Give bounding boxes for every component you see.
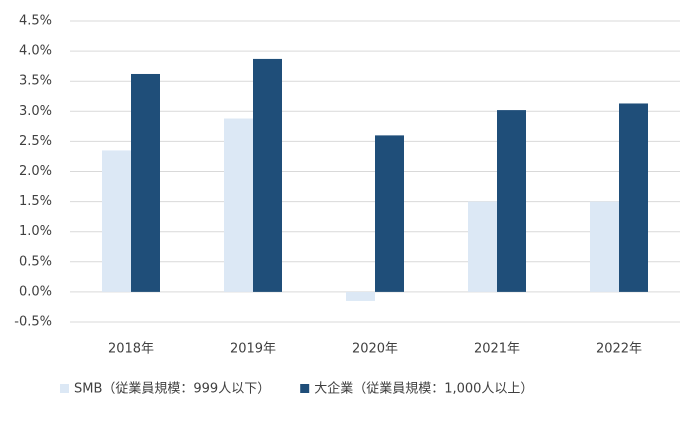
- bar: [590, 201, 619, 292]
- legend-swatch: [300, 384, 310, 393]
- legend-label: 大企業（従業員規模：1,000人以上）: [314, 381, 533, 397]
- y-tick-label: 2.5%: [19, 134, 52, 149]
- y-tick-label: 1.0%: [19, 224, 52, 239]
- y-tick-label: 0.5%: [19, 254, 52, 269]
- bar: [619, 103, 648, 292]
- bar: [224, 118, 253, 292]
- legend-swatch: [60, 384, 69, 393]
- x-tick-label: 2018年: [108, 342, 154, 357]
- bar: [253, 58, 282, 292]
- bar: [468, 201, 497, 292]
- x-tick-label: 2019年: [230, 342, 276, 357]
- x-tick-label: 2020年: [352, 342, 398, 357]
- x-tick-label: 2022年: [596, 342, 642, 357]
- bar: [346, 291, 375, 301]
- x-tick-label: 2021年: [474, 342, 520, 357]
- legend-label: SMB（従業員規模：999人以下）: [74, 381, 270, 397]
- y-tick-label: 4.0%: [19, 44, 52, 59]
- y-tick-label: 3.0%: [19, 104, 52, 119]
- y-tick-label: 4.5%: [19, 14, 52, 29]
- y-tick-label: 2.0%: [19, 164, 52, 179]
- bar: [497, 110, 526, 292]
- bar: [131, 73, 160, 292]
- y-tick-label: -0.5%: [14, 315, 52, 330]
- y-tick-label: 0.0%: [19, 284, 52, 299]
- y-tick-label: 3.5%: [19, 74, 52, 89]
- bar: [375, 135, 404, 292]
- bar: [102, 150, 131, 292]
- y-tick-label: 1.5%: [19, 194, 52, 209]
